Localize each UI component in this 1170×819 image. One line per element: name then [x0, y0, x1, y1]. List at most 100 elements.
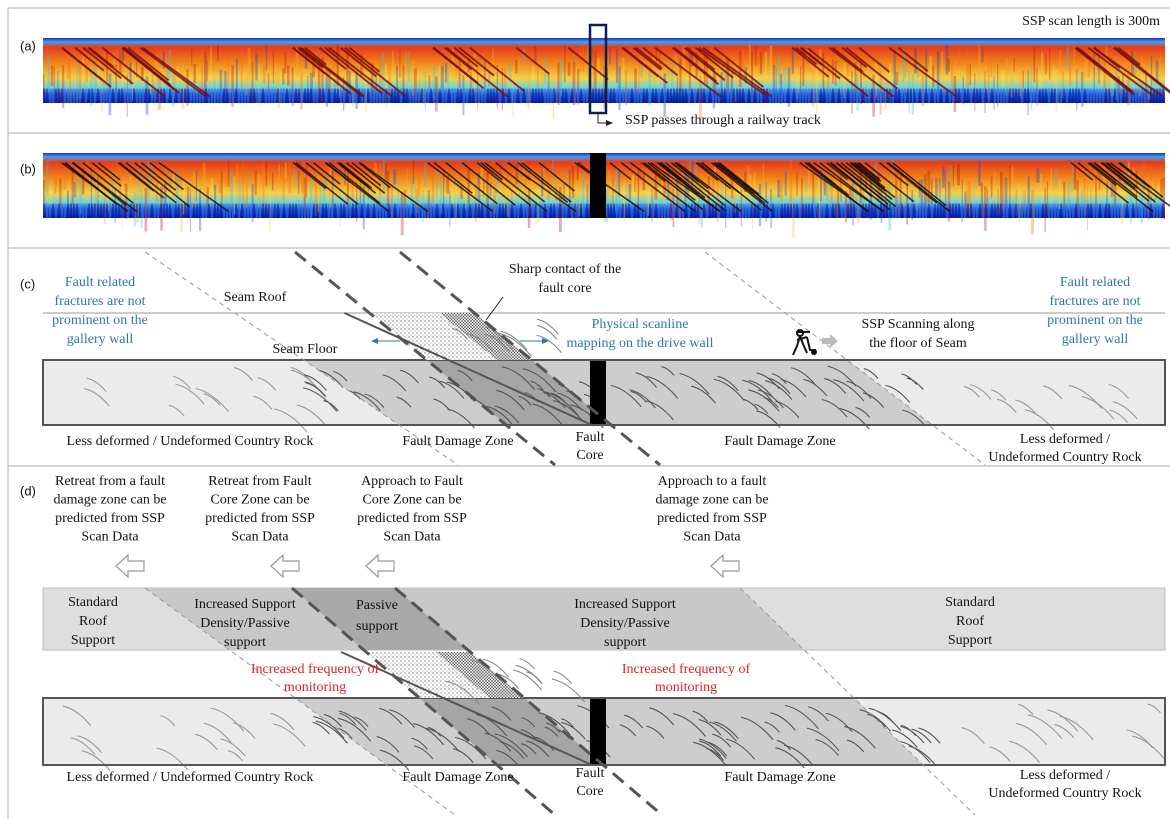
scan-texture [937, 51, 940, 95]
scan-texture [211, 178, 213, 196]
scan-texture [940, 89, 942, 103]
scan-texture [1132, 204, 1134, 218]
scan-texture [94, 204, 96, 218]
scan-texture [142, 89, 144, 103]
scan-texture [346, 204, 348, 218]
scan-texture [1069, 89, 1071, 103]
scan-texture [586, 89, 588, 103]
scan-texture [919, 89, 921, 103]
scan-texture [1138, 204, 1140, 218]
scan-texture [1015, 204, 1017, 218]
scan-texture [694, 89, 696, 103]
scan-texture [739, 89, 741, 103]
label: Scan Data [231, 530, 289, 545]
scan-texture [1117, 89, 1119, 103]
scan-texture [313, 89, 315, 103]
scan-texture [508, 204, 510, 218]
scan-texture [676, 89, 678, 103]
scan-texture [106, 204, 108, 218]
scan-texture [1063, 182, 1065, 207]
scan-texture [720, 72, 722, 89]
scan-texture [541, 204, 543, 218]
scan-texture [475, 204, 477, 218]
scan-texture [286, 204, 288, 218]
scan-texture [553, 204, 555, 218]
scan-texture [46, 89, 48, 103]
scan-texture [1042, 89, 1044, 103]
scan-texture [601, 89, 603, 103]
scan-texture [1060, 89, 1062, 103]
scan-texture [541, 89, 543, 103]
scan-texture [670, 204, 672, 218]
scan-texture [967, 204, 969, 218]
scan-texture [1033, 47, 1035, 83]
scan-texture [820, 89, 822, 103]
scan-texture [310, 204, 312, 218]
scan-texture [607, 89, 609, 103]
scan-texture [91, 204, 93, 218]
label: (d) [20, 483, 36, 498]
scan-texture [534, 46, 536, 63]
scan-texture [370, 204, 372, 218]
scan-texture [1003, 89, 1005, 103]
label: gallery wall [67, 332, 134, 347]
scan-texture [478, 204, 480, 218]
scan-texture [595, 89, 597, 103]
scan-texture [442, 89, 444, 103]
scan-texture [1072, 89, 1074, 103]
scan-texture [1087, 89, 1089, 103]
scan-texture [256, 204, 258, 218]
scan-texture [784, 89, 786, 103]
scan-texture [646, 89, 648, 103]
scan-texture [511, 204, 513, 218]
scan-texture [781, 89, 783, 103]
scan-texture [628, 89, 630, 103]
label: SSP scan length is 300m [1022, 14, 1160, 29]
scan-texture [683, 46, 686, 87]
scan-texture [1120, 204, 1122, 218]
scan-texture [667, 89, 669, 103]
scan-texture [544, 89, 546, 103]
scan-texture [709, 89, 711, 103]
scan-texture [196, 204, 198, 218]
scan-texture [1085, 60, 1088, 78]
scan-texture [553, 89, 555, 103]
scan-texture [283, 204, 285, 218]
scan-texture [922, 204, 924, 218]
scan-texture [367, 204, 369, 218]
scan-texture [292, 89, 294, 103]
scan-texture [1126, 204, 1128, 218]
scan-texture [679, 204, 681, 218]
scan-texture [925, 204, 927, 218]
scan-texture [405, 53, 407, 70]
scan-texture [298, 204, 300, 218]
scan-texture [439, 89, 441, 103]
scan-texture [844, 204, 846, 218]
scan-texture [1051, 89, 1053, 103]
scan-texture [1156, 61, 1159, 82]
scan-texture [118, 89, 120, 103]
scan-texture [85, 89, 87, 103]
scan-texture [619, 204, 621, 218]
scan-texture [262, 89, 264, 103]
scan-texture [781, 204, 783, 218]
scan-texture [850, 89, 852, 103]
label: Standard [945, 595, 995, 610]
scan-texture [331, 204, 333, 218]
scan-texture [835, 61, 837, 87]
scan-texture [991, 89, 993, 103]
scan-texture [880, 89, 882, 103]
scan-texture [271, 204, 273, 218]
label: Fault Damage Zone [402, 770, 513, 785]
scan-texture [1036, 89, 1038, 103]
scan-texture [580, 204, 582, 218]
scan-texture [622, 89, 624, 103]
scan-texture [1074, 167, 1076, 189]
scan-texture [82, 58, 84, 83]
scan-texture [52, 204, 54, 218]
scan-texture [367, 89, 369, 103]
scan-texture [1099, 89, 1101, 103]
scan-texture [54, 67, 55, 102]
scan-texture [184, 89, 186, 103]
scan-texture [445, 204, 447, 218]
